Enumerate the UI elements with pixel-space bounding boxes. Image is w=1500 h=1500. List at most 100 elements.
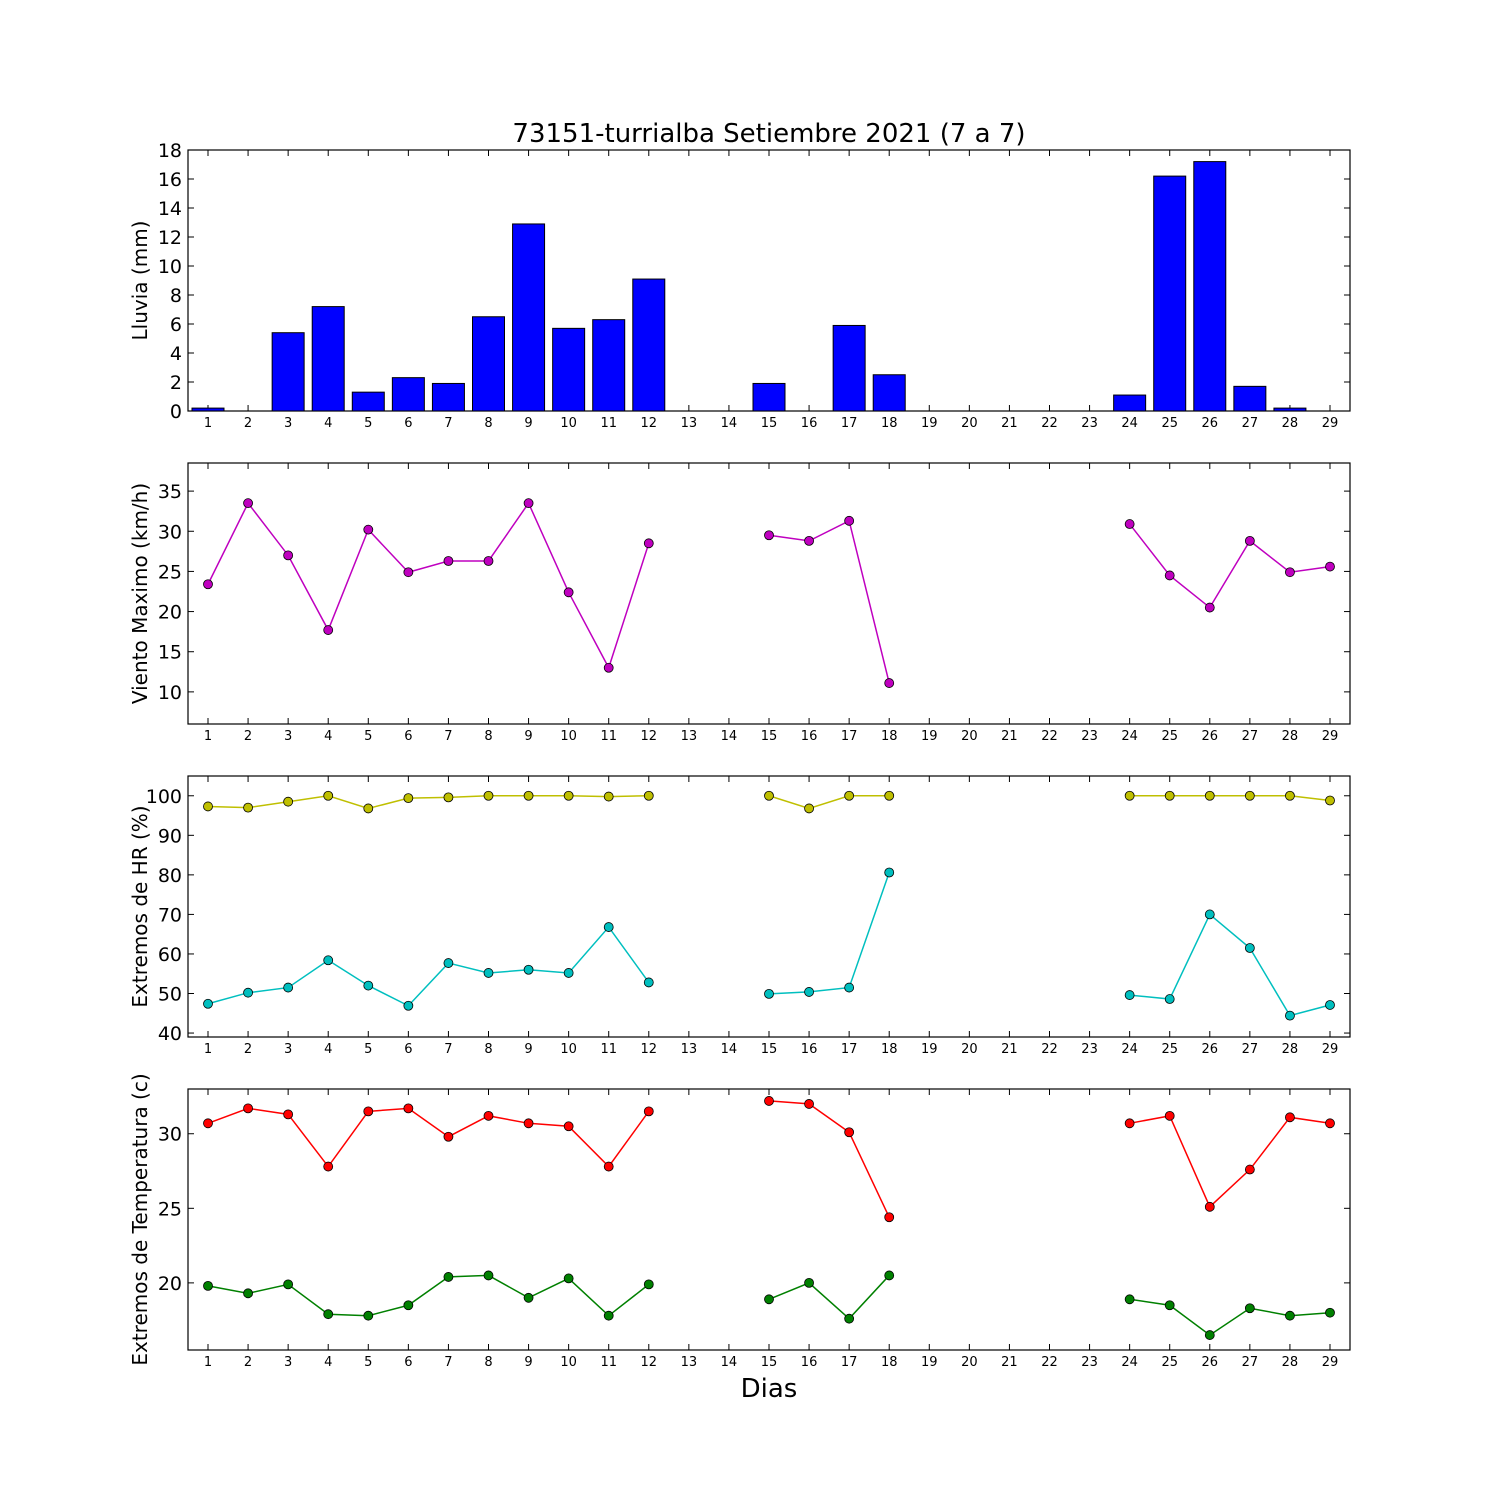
rain-x-tick-label: 24 bbox=[1121, 416, 1138, 431]
temperature-x-tick-label: 20 bbox=[961, 1355, 978, 1370]
humidity-y-tick-label: 40 bbox=[158, 1023, 182, 1045]
rain-bar bbox=[552, 327, 586, 412]
rain-x-tick-label: 14 bbox=[721, 416, 738, 431]
wind-series-0-point bbox=[243, 498, 253, 509]
temperature-series-1-point bbox=[643, 1279, 654, 1290]
humidity-x-tick-label: 17 bbox=[841, 1042, 858, 1057]
wind-series-0-point bbox=[203, 579, 213, 590]
humidity-series-0-point bbox=[323, 790, 334, 801]
wind-x-tick-label: 2 bbox=[244, 729, 252, 744]
temperature-series-0-point bbox=[1124, 1118, 1135, 1129]
temperature-series-0-point bbox=[523, 1118, 534, 1129]
temperature-series-0-point bbox=[844, 1127, 855, 1138]
temperature-series-1-point bbox=[1285, 1310, 1295, 1321]
rain-x-tick-label: 11 bbox=[600, 416, 617, 431]
humidity-series-1-point bbox=[523, 964, 534, 975]
temperature-series-1-line bbox=[768, 1274, 890, 1320]
humidity-x-tick-label: 20 bbox=[961, 1042, 978, 1057]
humidity-y-tick-label: 70 bbox=[158, 904, 182, 926]
humidity-x-tick-label: 12 bbox=[641, 1042, 658, 1057]
rain-y-tick-label: 0 bbox=[170, 401, 182, 423]
wind-y-tick-label: 35 bbox=[158, 481, 182, 503]
humidity-series-1-point bbox=[1164, 994, 1175, 1004]
humidity-series-0-point bbox=[1285, 790, 1295, 801]
rain-y-tick-label: 16 bbox=[158, 169, 182, 191]
wind-series-0-point bbox=[1204, 602, 1215, 613]
temperature-x-tick-label: 21 bbox=[1001, 1355, 1018, 1370]
humidity-y-tick-label: 50 bbox=[158, 984, 182, 1006]
humidity-series-1-point bbox=[323, 955, 334, 966]
wind-x-tick-label: 24 bbox=[1121, 729, 1138, 744]
humidity-series-0-point bbox=[523, 790, 534, 801]
rain-x-tick-label: 27 bbox=[1242, 416, 1259, 431]
rain-x-tick-label: 28 bbox=[1282, 416, 1299, 431]
wind-x-tick-label: 25 bbox=[1161, 729, 1178, 744]
temperature-series-0-line bbox=[207, 1107, 650, 1168]
humidity-y-tick-label: 60 bbox=[158, 944, 182, 966]
humidity-series-1-point bbox=[563, 968, 574, 978]
humidity-series-0-line bbox=[768, 795, 890, 810]
temperature-series-1-point bbox=[1204, 1330, 1215, 1340]
temperature-x-tick-label: 13 bbox=[681, 1355, 698, 1370]
wind-series-0-point bbox=[764, 530, 774, 541]
wind-x-tick-label: 17 bbox=[841, 729, 858, 744]
wind-series-0-point bbox=[483, 556, 494, 566]
humidity-x-tick-label: 16 bbox=[801, 1042, 818, 1057]
rain-bar bbox=[351, 391, 385, 412]
temperature-x-tick-label: 6 bbox=[404, 1355, 412, 1370]
rain-y-tick-label: 8 bbox=[170, 285, 182, 307]
wind-x-tick-label: 11 bbox=[600, 729, 617, 744]
rain-y-tick-label: 14 bbox=[158, 198, 182, 220]
wind-x-tick-label: 6 bbox=[404, 729, 412, 744]
wind-x-tick-label: 9 bbox=[524, 729, 532, 744]
rain-x-tick-label: 29 bbox=[1322, 416, 1339, 431]
wind-series-0-point bbox=[323, 625, 334, 635]
humidity-series-0-point bbox=[243, 802, 253, 813]
humidity-series-1-point bbox=[203, 998, 213, 1009]
temperature-x-tick-label: 26 bbox=[1202, 1355, 1219, 1370]
wind-y-tick-label: 10 bbox=[158, 682, 182, 704]
rain-bar bbox=[592, 319, 626, 412]
x-axis-label: Dias bbox=[741, 1374, 798, 1404]
temperature-series-1-point bbox=[764, 1294, 774, 1305]
rain-x-tick-label: 15 bbox=[761, 416, 778, 431]
wind-series-0-point bbox=[1164, 570, 1175, 581]
temperature-y-tick-label: 25 bbox=[158, 1198, 182, 1220]
humidity-x-tick-label: 24 bbox=[1121, 1042, 1138, 1057]
wind-series-0-point bbox=[844, 515, 855, 526]
humidity-x-tick-label: 23 bbox=[1081, 1042, 1098, 1057]
wind-x-tick-label: 12 bbox=[641, 729, 658, 744]
temperature-x-tick-label: 17 bbox=[841, 1355, 858, 1370]
humidity-series-1-point bbox=[804, 987, 814, 997]
rain-x-tick-label: 21 bbox=[1001, 416, 1018, 431]
humidity-y-tick-label: 90 bbox=[158, 825, 182, 847]
rain-x-tick-label: 2 bbox=[244, 416, 252, 431]
humidity-x-tick-label: 2 bbox=[244, 1042, 252, 1057]
wind-y-tick-label: 20 bbox=[158, 602, 182, 624]
humidity-series-1-point bbox=[363, 980, 374, 991]
wind-series-0-point bbox=[563, 587, 574, 598]
wind-series-0-line bbox=[768, 519, 890, 684]
rain-y-tick-label: 6 bbox=[170, 314, 182, 336]
rain-x-tick-label: 3 bbox=[284, 416, 292, 431]
rain-bar bbox=[472, 316, 505, 412]
humidity-x-tick-label: 8 bbox=[484, 1042, 492, 1057]
humidity-series-1-point bbox=[844, 982, 855, 993]
temperature-y-tick-label: 30 bbox=[158, 1124, 182, 1146]
figure-title: 73151-turrialba Setiembre 2021 (7 a 7) bbox=[512, 119, 1025, 149]
humidity-x-tick-label: 5 bbox=[364, 1042, 372, 1057]
rain-bar bbox=[1233, 385, 1267, 412]
temperature-series-0-point bbox=[643, 1106, 654, 1117]
temperature-series-1-point bbox=[1124, 1294, 1135, 1305]
rain-x-tick-label: 26 bbox=[1202, 416, 1219, 431]
temperature-x-tick-label: 11 bbox=[600, 1355, 617, 1370]
rain-bar bbox=[1193, 161, 1227, 412]
temperature-series-0-point bbox=[884, 1212, 895, 1223]
rain-bar bbox=[431, 382, 465, 412]
rain-x-tick-label: 4 bbox=[324, 416, 332, 431]
humidity-series-1-point bbox=[884, 867, 895, 878]
humidity-series-1-point bbox=[1285, 1010, 1295, 1021]
humidity-series-0-point bbox=[483, 790, 494, 801]
humidity-series-1-point bbox=[443, 958, 454, 968]
